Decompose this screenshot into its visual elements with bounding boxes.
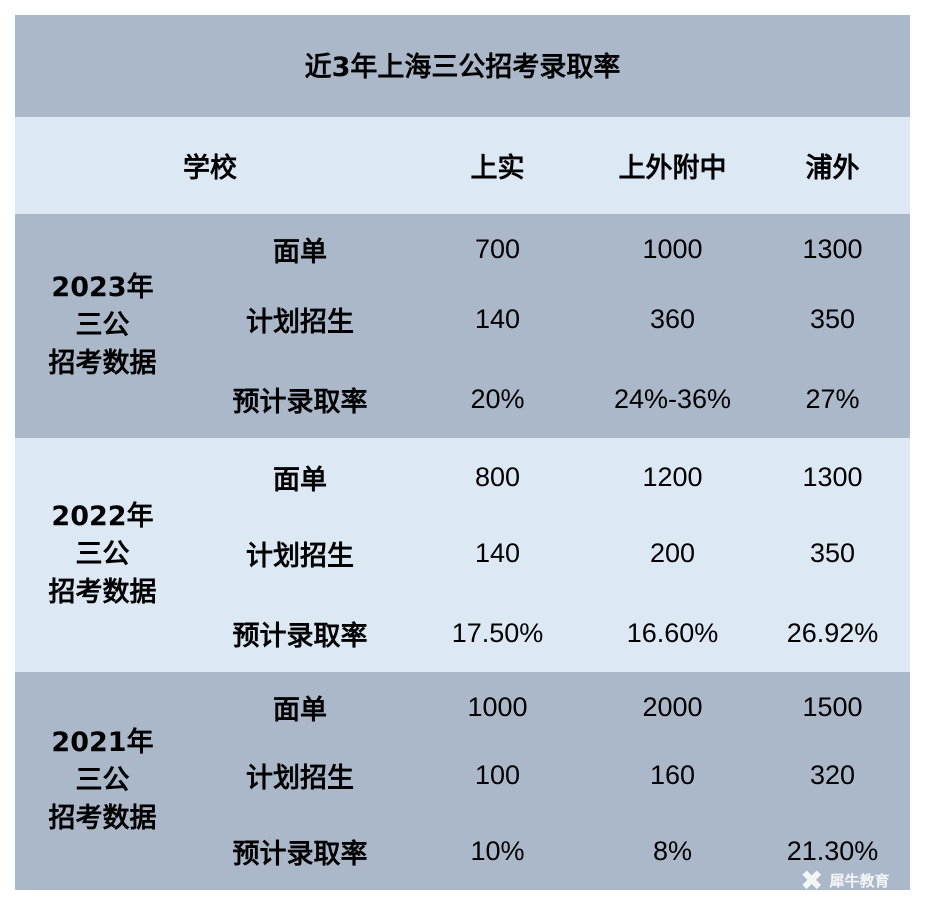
column-header-row: 学校 上实 上外附中 浦外 — [15, 117, 910, 214]
year-label-2021: 2021年 三公 招考数据 — [15, 672, 190, 890]
table-cell: 100 — [474, 759, 521, 790]
year-label-line: 2021年 — [51, 727, 154, 758]
year-label-2022: 2022年 三公 招考数据 — [15, 438, 190, 672]
table-cell: 8% — [652, 835, 693, 866]
table-cell: 16.60% — [626, 617, 719, 648]
table-cell: 20% — [470, 383, 525, 414]
table-title: 近3年上海三公招考录取率 — [304, 51, 621, 83]
table-cell: 21.30% — [786, 835, 879, 866]
row-label-rate: 预计录取率 — [232, 838, 368, 870]
table-cell: 360 — [649, 303, 696, 334]
table-cell: 27% — [805, 383, 860, 414]
header-col-puwai: 浦外 — [805, 153, 860, 184]
table-cell: 350 — [809, 537, 856, 568]
year-label-line: 三公 — [75, 310, 130, 341]
table-cell: 700 — [474, 233, 521, 264]
year-label-line: 招考数据 — [48, 348, 157, 379]
year-group-2023: 2023年 三公 招考数据 面单 700 1000 1300 计划招生 140 … — [15, 214, 910, 438]
table-cell: 24%-36% — [613, 383, 732, 414]
table-cell: 1500 — [802, 691, 863, 722]
table-cell: 140 — [474, 537, 521, 568]
table-cell: 320 — [809, 759, 856, 790]
table-title-band: 近3年上海三公招考录取率 — [15, 15, 910, 117]
table-cell: 160 — [649, 759, 696, 790]
row-label-rate: 预计录取率 — [232, 620, 368, 652]
header-col-shangwaifuzhong: 上外附中 — [618, 153, 727, 184]
table-cell: 10% — [470, 835, 525, 866]
table-cell: 140 — [474, 303, 521, 334]
year-label-line: 三公 — [75, 539, 130, 570]
header-school: 学校 — [183, 153, 237, 184]
table-cell: 26.92% — [786, 617, 879, 648]
table-cell: 350 — [809, 303, 856, 334]
row-label-miandan: 面单 — [273, 694, 327, 726]
admission-rate-table: 近3年上海三公招考录取率 学校 上实 上外附中 浦外 2023年 三公 招考数据… — [15, 15, 910, 890]
table-cell: 1000 — [467, 691, 528, 722]
header-col-shangshi: 上实 — [470, 153, 525, 184]
year-label-line: 招考数据 — [48, 577, 157, 608]
table-cell: 1200 — [642, 461, 703, 492]
table-cell: 1300 — [802, 233, 863, 264]
table-cell: 800 — [474, 461, 521, 492]
row-label-miandan: 面单 — [273, 236, 327, 268]
year-label-line: 三公 — [75, 765, 130, 796]
row-label-plan: 计划招生 — [246, 540, 354, 572]
table-cell: 1000 — [642, 233, 703, 264]
year-label-2023: 2023年 三公 招考数据 — [15, 214, 190, 438]
row-label-plan: 计划招生 — [246, 306, 354, 338]
year-group-2022: 2022年 三公 招考数据 面单 800 1200 1300 计划招生 140 … — [15, 438, 910, 672]
table-cell: 17.50% — [451, 617, 544, 648]
table-cell: 2000 — [642, 691, 703, 722]
row-label-plan: 计划招生 — [246, 762, 354, 794]
row-label-miandan: 面单 — [273, 464, 327, 496]
year-group-2021: 2021年 三公 招考数据 面单 1000 2000 1500 计划招生 100… — [15, 672, 910, 890]
table-cell: 1300 — [802, 461, 863, 492]
year-label-line: 2023年 — [51, 272, 154, 303]
year-label-line: 2022年 — [51, 501, 154, 532]
table-cell: 200 — [649, 537, 696, 568]
row-label-rate: 预计录取率 — [232, 386, 368, 418]
year-label-line: 招考数据 — [48, 803, 157, 834]
